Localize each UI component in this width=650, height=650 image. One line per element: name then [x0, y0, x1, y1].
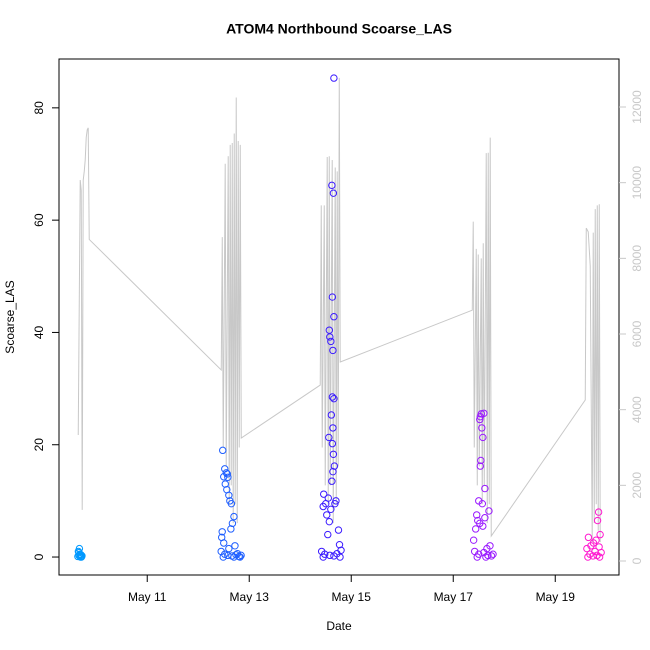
data-line [77, 77, 601, 543]
data-point [225, 491, 233, 499]
data-point [319, 553, 327, 561]
y2-tick-label: 4000 [630, 396, 644, 423]
data-point [328, 293, 337, 301]
data-point [328, 477, 336, 485]
data-point [75, 548, 83, 557]
data-point [227, 525, 235, 533]
y2-tick-label: 0 [630, 557, 644, 564]
data-point [329, 467, 337, 476]
data-point [329, 189, 338, 197]
y-tick-label: 0 [32, 553, 46, 560]
data-point [329, 450, 338, 458]
data-point [329, 424, 337, 432]
y2-tick-label: 6000 [630, 320, 644, 347]
data-point [231, 542, 239, 550]
data-point [489, 550, 497, 558]
data-point [225, 544, 233, 553]
data-point [219, 553, 227, 561]
data-point [481, 514, 489, 522]
data-point [327, 337, 335, 346]
data-point [236, 553, 244, 561]
data-point [218, 528, 226, 536]
plot-frame [58, 58, 620, 576]
y-tick-label: 20 [32, 438, 46, 452]
data-point [222, 469, 230, 477]
data-point [331, 499, 339, 508]
data-point [477, 456, 485, 465]
data-point [476, 462, 484, 470]
data-point [324, 494, 332, 502]
data-point [327, 505, 335, 514]
data-point [583, 544, 591, 553]
data-point [481, 484, 489, 493]
data-point [77, 552, 85, 561]
data-point [219, 446, 227, 455]
data-point [329, 346, 337, 355]
data-point [478, 424, 486, 432]
data-point [471, 525, 480, 533]
data-point [328, 393, 337, 401]
y2-tick-label: 12000 [630, 90, 644, 124]
data-point [330, 394, 338, 403]
data-point [593, 516, 602, 525]
y2-tick-label: 2000 [630, 472, 644, 499]
data-point [328, 439, 337, 448]
data-point [230, 512, 238, 521]
data-point [594, 508, 603, 516]
y-tick-label: 40 [32, 325, 46, 339]
y-tick-label: 80 [32, 101, 46, 115]
data-point [479, 522, 487, 530]
data-point [469, 536, 478, 544]
y2-tick-label: 10000 [630, 166, 644, 200]
x-tick-label: May 11 [128, 590, 167, 604]
data-point [223, 470, 232, 478]
data-point [324, 530, 332, 539]
data-point [325, 517, 334, 526]
data-point [487, 552, 496, 560]
data-point [323, 511, 331, 519]
data-point [237, 551, 245, 560]
data-point [326, 551, 334, 560]
y-axis-label: Scoarse_LAS [3, 280, 17, 353]
data-point [596, 530, 604, 539]
data-point [337, 546, 345, 554]
data-point [476, 415, 484, 424]
y2-tick-label: 8000 [630, 245, 644, 272]
data-point [326, 333, 334, 341]
data-point [484, 551, 492, 560]
data-point [479, 433, 487, 442]
data-point [224, 473, 232, 482]
data-point [328, 181, 336, 190]
x-tick-label: May 19 [536, 590, 576, 604]
data-point [336, 553, 344, 561]
y-tick-label: 60 [32, 213, 46, 227]
chart-title: ATOM4 Northbound Scoarse_LAS [226, 21, 452, 37]
data-point [227, 499, 236, 508]
data-point [334, 526, 343, 534]
data-point [473, 511, 481, 519]
data-point [220, 539, 228, 547]
data-point [330, 74, 338, 82]
x-tick-label: May 15 [332, 590, 372, 604]
data-point [584, 553, 592, 561]
x-tick-label: May 17 [434, 590, 474, 604]
data-point [482, 553, 490, 561]
data-point [325, 433, 333, 442]
data-point [327, 411, 336, 419]
data-point [330, 313, 338, 321]
data-point [595, 553, 604, 561]
data-point [478, 499, 487, 508]
data-point [473, 553, 481, 561]
data-point [485, 507, 493, 515]
data-point [319, 490, 328, 498]
data-point [480, 409, 488, 417]
x-axis-label: Date [326, 619, 352, 633]
x-tick-label: May 13 [230, 590, 270, 604]
data-point [584, 533, 593, 542]
